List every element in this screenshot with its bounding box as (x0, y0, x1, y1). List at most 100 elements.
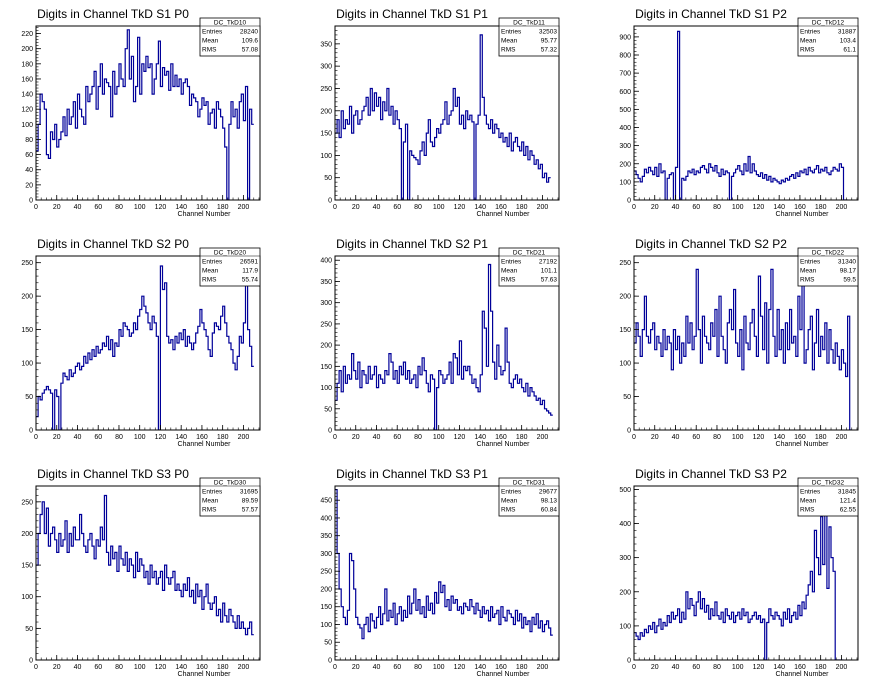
stats-value: 101.1 (541, 268, 558, 275)
stats-label: Mean (800, 498, 817, 505)
y-tick-label: 400 (619, 125, 631, 132)
x-tick-label: 140 (175, 434, 187, 441)
y-tick-label: 50 (324, 406, 332, 413)
x-tick-label: 140 (773, 204, 785, 211)
y-tick-label: 0 (328, 428, 332, 435)
y-tick-label: 150 (21, 563, 33, 570)
y-tick-label: 0 (627, 198, 631, 205)
y-tick-label: 200 (21, 46, 33, 53)
y-tick-label: 160 (21, 76, 33, 83)
x-tick-label: 80 (414, 204, 422, 211)
x-tick-label: 200 (238, 664, 250, 671)
x-axis-label: Channel Number (477, 441, 531, 448)
x-tick-label: 200 (836, 434, 848, 441)
x-tick-label: 160 (495, 204, 507, 211)
y-tick-label: 150 (21, 327, 33, 334)
y-tick-label: 600 (619, 89, 631, 96)
histogram-series-line (36, 29, 254, 200)
x-tick-label: 40 (74, 664, 82, 671)
y-tick-label: 180 (21, 61, 33, 68)
x-tick-label: 80 (713, 204, 721, 211)
stats-box (199, 247, 261, 287)
stats-value: 27192 (539, 259, 557, 266)
x-tick-label: 180 (516, 664, 528, 671)
stats-label: RMS (501, 47, 516, 54)
x-tick-label: 100 (433, 434, 445, 441)
stats-value: 98.17 (840, 268, 857, 275)
y-tick-label: 100 (619, 623, 631, 630)
x-tick-label: 20 (53, 204, 61, 211)
y-tick-label: 0 (29, 658, 33, 665)
x-tick-label: 20 (651, 664, 659, 671)
y-tick-label: 500 (619, 487, 631, 494)
x-tick-label: 120 (155, 664, 167, 671)
histogram-series-line (634, 268, 852, 430)
histogram-series-line (335, 34, 551, 200)
stats-label: Entries (202, 259, 223, 266)
y-tick-label: 900 (619, 34, 631, 41)
y-tick-label: 400 (320, 515, 332, 522)
y-tick-label: 250 (320, 86, 332, 93)
y-tick-label: 0 (627, 658, 631, 665)
x-tick-label: 0 (333, 204, 337, 211)
x-tick-label: 80 (713, 664, 721, 671)
stats-label: RMS (501, 507, 516, 514)
stats-value: 60.84 (541, 507, 558, 514)
stats-value: 28240 (240, 29, 258, 36)
y-tick-label: 500 (619, 107, 631, 114)
x-tick-label: 0 (632, 204, 636, 211)
x-tick-label: 200 (238, 204, 250, 211)
histogram-series-line (36, 265, 254, 430)
y-tick-label: 400 (320, 258, 332, 265)
stats-box (797, 477, 859, 517)
x-tick-label: 200 (537, 434, 549, 441)
stats-value: 57.57 (242, 507, 259, 514)
x-tick-label: 40 (373, 204, 381, 211)
x-axis-label: Channel Number (776, 441, 830, 448)
x-tick-label: 0 (632, 664, 636, 671)
stats-box (797, 247, 859, 287)
stats-label: Entries (800, 259, 821, 266)
panel-title: Digits in Channel TkD S1 P1 (336, 7, 488, 21)
y-tick-label: 50 (25, 394, 33, 401)
y-tick-label: 150 (320, 604, 332, 611)
panel-title: Digits in Channel TkD S3 P2 (635, 467, 787, 481)
y-tick-label: 150 (619, 327, 631, 334)
x-tick-label: 100 (433, 664, 445, 671)
x-tick-label: 100 (134, 664, 146, 671)
y-tick-label: 250 (21, 260, 33, 267)
stats-value: 31845 (838, 489, 856, 496)
x-axis-label: Channel Number (477, 671, 531, 678)
y-tick-label: 250 (21, 499, 33, 506)
y-tick-label: 200 (320, 586, 332, 593)
x-tick-label: 20 (352, 434, 360, 441)
stats-label: Entries (202, 29, 223, 36)
y-tick-label: 150 (320, 131, 332, 138)
y-tick-label: 100 (320, 153, 332, 160)
x-tick-label: 40 (672, 434, 680, 441)
y-tick-label: 80 (25, 137, 33, 144)
y-tick-label: 0 (29, 198, 33, 205)
stats-label: Entries (501, 29, 522, 36)
x-tick-label: 160 (495, 434, 507, 441)
x-tick-label: 60 (94, 434, 102, 441)
stats-value: 31340 (838, 259, 856, 266)
y-tick-label: 300 (320, 551, 332, 558)
x-tick-label: 100 (134, 434, 146, 441)
y-tick-label: 100 (619, 179, 631, 186)
x-tick-label: 180 (815, 434, 827, 441)
stats-label: Entries (202, 489, 223, 496)
panel-title: Digits in Channel TkD S2 P0 (37, 237, 189, 251)
x-tick-label: 160 (794, 434, 806, 441)
stats-label: RMS (202, 507, 217, 514)
x-tick-label: 200 (238, 434, 250, 441)
x-tick-label: 40 (672, 204, 680, 211)
y-tick-label: 350 (320, 533, 332, 540)
x-tick-label: 0 (34, 664, 38, 671)
stats-value: 121.4 (840, 498, 857, 505)
stats-name: DC_TkD31 (513, 480, 546, 487)
stats-label: RMS (202, 47, 217, 54)
y-tick-label: 200 (619, 589, 631, 596)
x-tick-label: 100 (732, 434, 744, 441)
